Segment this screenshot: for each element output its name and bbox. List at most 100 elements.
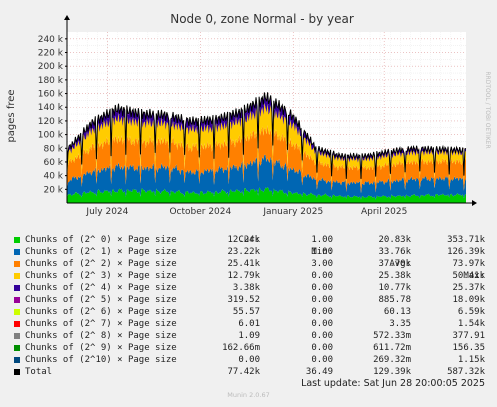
y-tick-label: 220 k xyxy=(38,49,64,59)
legend-series-name: Chunks of (2^ 9) × Page size xyxy=(25,343,177,353)
legend-min: 0.00 xyxy=(311,295,333,305)
legend-max: 156.35 xyxy=(452,343,485,353)
y-tick-label: 200 k xyxy=(38,62,64,72)
legend-avg: 10.77k xyxy=(378,283,411,293)
legend-min: 36.49 xyxy=(305,367,333,377)
legend-avg: 129.39k xyxy=(373,367,411,377)
legend-row: Chunks of (2^ 4) × Page size 3.38k 0.00 10.… xyxy=(0,282,497,294)
legend-avg: 37.70k xyxy=(378,259,411,269)
legend-row: Chunks of (2^ 3) × Page size 12.79k 0.00 25… xyxy=(0,270,497,282)
legend-header-max: Max: xyxy=(463,271,485,281)
legend-cur: 25.41k xyxy=(227,259,260,269)
legend-min: 3.00 xyxy=(311,259,333,269)
legend-min: 0.00 xyxy=(311,343,333,353)
legend-avg: 60.13 xyxy=(383,307,411,317)
legend-series-name: Chunks of (2^ 7) × Page size xyxy=(25,319,177,329)
legend-series-name: Chunks of (2^10) × Page size xyxy=(25,355,177,365)
legend-swatch xyxy=(14,261,20,267)
legend-swatch xyxy=(14,321,20,327)
legend-row: Chunks of (2^ 8) × Page size 1.09 0.00 572.… xyxy=(0,330,497,342)
legend-max: 18.09k xyxy=(452,295,485,305)
legend-series-name: Chunks of (2^ 2) × Page size xyxy=(25,259,177,269)
legend-series-name: Chunks of (2^ 3) × Page size xyxy=(25,271,177,281)
legend-max: 587.32k xyxy=(447,367,485,377)
rrdtool-watermark: RRDTOOL / TOBI OETIKER xyxy=(484,71,491,148)
y-tick-label: 140 k xyxy=(38,103,64,113)
legend-avg: 33.76k xyxy=(378,247,411,257)
chart-title: Node 0, zone Normal - by year xyxy=(170,12,354,26)
chart: Node 0, zone Normal - by year pages free… xyxy=(6,12,491,217)
legend-series-name: Chunks of (2^ 4) × Page size xyxy=(25,283,177,293)
legend-max: 353.71k xyxy=(447,235,485,245)
legend-max: 25.37k xyxy=(452,283,485,293)
legend-row: Chunks of (2^ 5) × Page size 319.52 0.00 88… xyxy=(0,294,497,306)
legend-min: 1.00 xyxy=(311,247,333,257)
y-tick-label: 180 k xyxy=(38,76,64,86)
legend-series-name: Chunks of (2^ 5) × Page size xyxy=(25,295,177,305)
legend-avg: 20.83k xyxy=(378,235,411,245)
total-line xyxy=(66,92,467,179)
y-axis-arrow xyxy=(64,15,70,20)
x-tick-label: April 2025 xyxy=(361,207,407,217)
last-update: Last update: Sat Jun 28 20:00:05 2025 xyxy=(301,378,485,389)
legend-row: Total 77.42k 36.49 129.39k 587.32k xyxy=(0,366,497,378)
legend-row: Chunks of (2^ 6) × Page size 55.57 0.00 60.… xyxy=(0,306,497,318)
area-series-3 xyxy=(67,102,466,186)
legend-cur: 77.42k xyxy=(227,367,260,377)
legend-avg: 3.35 xyxy=(389,319,411,329)
legend: Cur: Min: Avg: Max: Chunks of (2^ 0) × P… xyxy=(0,222,497,378)
legend-avg: 25.38k xyxy=(378,271,411,281)
y-tick-label: 60 k xyxy=(43,158,63,168)
y-tick-label: 240 k xyxy=(38,35,64,45)
legend-swatch xyxy=(14,345,20,351)
legend-cur: 162.66m xyxy=(222,343,260,353)
legend-min: 0.00 xyxy=(311,271,333,281)
legend-header-min: Min: xyxy=(311,247,333,257)
legend-cur: 3.38k xyxy=(232,283,260,293)
legend-cur: 6.01 xyxy=(238,319,260,329)
legend-avg: 611.72m xyxy=(373,343,411,353)
legend-swatch xyxy=(14,285,20,291)
munin-version: Munin 2.0.67 xyxy=(227,391,270,399)
legend-max: 126.39k xyxy=(447,247,485,257)
legend-series-name: Chunks of (2^ 6) × Page size xyxy=(25,307,177,317)
legend-cur: 12.24k xyxy=(227,235,260,245)
legend-avg: 269.32m xyxy=(373,355,411,365)
legend-swatch xyxy=(14,309,20,315)
legend-row: Chunks of (2^10) × Page size 0.00 0.00 269.… xyxy=(0,354,497,366)
y-tick-label: 80 k xyxy=(43,144,63,154)
legend-header-cur: Cur: xyxy=(238,235,260,245)
legend-row: Chunks of (2^ 7) × Page size 6.01 0.00 3.35… xyxy=(0,318,497,330)
area-series-1 xyxy=(67,154,466,200)
x-tick-label: July 2024 xyxy=(85,207,128,217)
y-tick-label: 100 k xyxy=(38,131,64,141)
legend-max: 1.54k xyxy=(457,319,485,329)
legend-series-name: Chunks of (2^ 8) × Page size xyxy=(25,331,177,341)
legend-row: Chunks of (2^ 1) × Page size 23.22k 1.00 33… xyxy=(0,246,497,258)
legend-cur: 319.52 xyxy=(227,295,260,305)
legend-max: 6.59k xyxy=(457,307,485,317)
legend-header: Cur: Min: Avg: Max: xyxy=(0,222,497,281)
legend-min: 0.00 xyxy=(311,283,333,293)
legend-max: 377.91 xyxy=(452,331,485,341)
legend-avg: 885.78 xyxy=(378,295,411,305)
area-series-0 xyxy=(67,187,466,203)
legend-row: Chunks of (2^ 0) × Page size 12.24k 1.00 20… xyxy=(0,234,497,246)
legend-series-name: Chunks of (2^ 0) × Page size xyxy=(25,235,177,245)
legend-series-name: Total xyxy=(25,367,53,377)
legend-min: 1.00 xyxy=(311,235,333,245)
x-tick-label: January 2025 xyxy=(262,207,323,217)
x-tick-label: October 2024 xyxy=(169,207,231,217)
legend-cur: 12.79k xyxy=(227,271,260,281)
legend-min: 0.00 xyxy=(311,307,333,317)
stacked-areas xyxy=(66,92,467,203)
y-axis-label: pages free xyxy=(6,89,17,142)
legend-cur: 0.00 xyxy=(238,355,260,365)
x-axis-arrow xyxy=(472,200,477,206)
y-tick-label: 40 k xyxy=(43,172,63,182)
legend-min: 0.00 xyxy=(311,355,333,365)
legend-min: 0.00 xyxy=(311,331,333,341)
legend-swatch xyxy=(14,249,20,255)
legend-row: Chunks of (2^ 2) × Page size 25.41k 3.00 37… xyxy=(0,258,497,270)
legend-swatch xyxy=(14,369,20,375)
